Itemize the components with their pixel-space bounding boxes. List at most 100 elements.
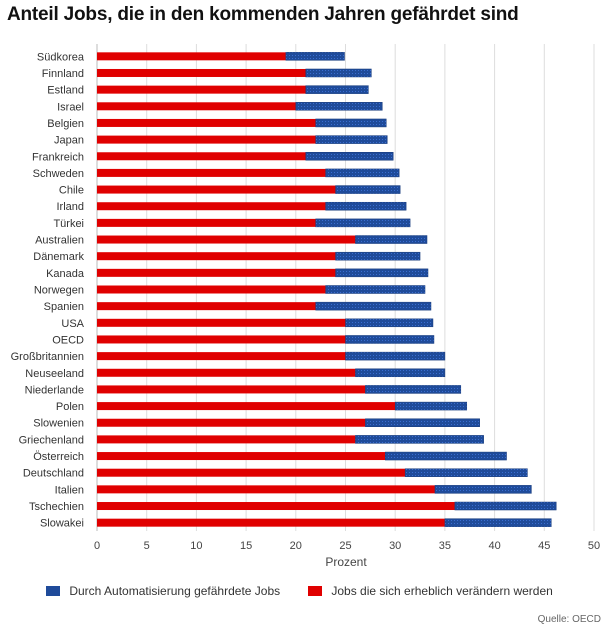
bar-automation (305, 85, 369, 94)
category-label: Österreich (33, 451, 84, 463)
bar-change (97, 68, 306, 77)
bar-automation (295, 102, 383, 111)
bar-change (97, 402, 396, 411)
bar-change (97, 318, 346, 327)
bar-change (97, 235, 356, 244)
bar-automation (434, 485, 532, 494)
x-tick-label: 35 (439, 540, 451, 552)
category-label: USA (61, 318, 84, 330)
category-label: Neuseeland (25, 368, 84, 380)
bar-change (97, 518, 445, 527)
bar-change (97, 52, 286, 61)
bar-automation (355, 435, 484, 444)
source-note: Quelle: OECD (537, 614, 601, 625)
bar-automation (345, 335, 435, 344)
bar-change (97, 252, 336, 261)
bar-change (97, 435, 356, 444)
legend-label-automation: Durch Automatisierung gefährdete Jobs (69, 584, 281, 598)
bar-change (97, 335, 346, 344)
category-label: Israel (57, 101, 84, 113)
bar-automation (315, 118, 387, 128)
category-label: Schweden (33, 168, 84, 180)
bar-change (97, 418, 366, 427)
x-axis-label: Prozent (325, 555, 367, 569)
bar-automation (325, 168, 400, 178)
bar-automation (444, 518, 552, 527)
x-tick-label: 15 (240, 540, 252, 552)
bar-change (97, 285, 326, 294)
category-label: Südkorea (37, 51, 85, 63)
x-tick-label: 10 (190, 540, 202, 552)
bar-change (97, 352, 346, 361)
bar-automation (345, 351, 446, 361)
x-tick-label: 5 (144, 540, 150, 552)
bar-change (97, 385, 366, 394)
category-label: Estland (47, 85, 84, 97)
category-label: Chile (59, 185, 84, 197)
bar-change (97, 135, 316, 144)
legend-item-change: Jobs die sich erheblich verändern werden (308, 584, 553, 598)
bar-change (97, 185, 336, 194)
bar-automation (305, 152, 394, 161)
category-label: Polen (56, 401, 84, 413)
bar-change (97, 118, 316, 127)
category-label: Türkei (53, 218, 84, 230)
category-label: Japan (54, 135, 84, 147)
bar-automation (305, 68, 372, 78)
x-tick-label: 45 (538, 540, 550, 552)
bar-automation (335, 268, 429, 278)
bar-automation (315, 218, 411, 228)
bar-automation (404, 468, 528, 477)
category-label: Dänemark (33, 251, 84, 263)
bar-automation (315, 301, 432, 311)
category-label: Griechenland (19, 434, 84, 446)
category-label: Niederlande (25, 384, 84, 396)
legend-label-change: Jobs die sich erheblich verändern werden (331, 584, 553, 598)
x-tick-label: 50 (588, 540, 600, 552)
bar-automation (365, 418, 480, 427)
category-label: Großbritannien (11, 351, 84, 363)
bar-automation (454, 501, 557, 511)
category-label: Irland (56, 201, 84, 213)
category-label: Slowakei (40, 518, 84, 530)
x-tick-label: 30 (389, 540, 401, 552)
bar-automation (394, 401, 468, 411)
category-label: Finnland (42, 68, 84, 80)
bar-change (97, 202, 326, 211)
bar-automation (385, 451, 507, 461)
x-tick-label: 40 (488, 540, 500, 552)
bar-change (97, 102, 296, 111)
bar-automation (365, 385, 462, 394)
category-label: Tschechien (29, 501, 84, 513)
category-label: Norwegen (34, 285, 84, 297)
bar-change (97, 302, 316, 311)
bars (97, 52, 557, 527)
legend-swatch-automation (46, 586, 60, 596)
bar-automation (285, 52, 345, 61)
bar-change (97, 168, 326, 177)
bar-automation (335, 185, 401, 194)
category-label: OECD (52, 334, 84, 346)
category-label: Australien (35, 235, 84, 247)
category-label: Kanada (46, 268, 85, 280)
x-tick-label: 0 (94, 540, 100, 552)
x-tick-label: 20 (290, 540, 302, 552)
bar-automation (325, 285, 426, 294)
category-label: Belgien (47, 118, 84, 130)
bar-automation (315, 135, 388, 144)
category-label: Frankreich (32, 151, 84, 163)
x-tick-labels: 0 5 10 15 20 25 30 35 40 45 50 (94, 540, 600, 552)
bar-automation (345, 318, 434, 328)
bar-change (97, 485, 435, 494)
bar-change (97, 502, 455, 511)
bar-automation (325, 201, 407, 211)
category-label: Deutschland (23, 468, 84, 480)
bar-change (97, 468, 406, 477)
bar-change (97, 85, 306, 94)
bar-change (97, 268, 336, 277)
bar-change (97, 218, 316, 227)
bar-change (97, 152, 306, 161)
legend-swatch-change (308, 586, 322, 596)
category-labels: Südkorea Finnland Estland Israel Belgien Japa… (11, 51, 85, 529)
